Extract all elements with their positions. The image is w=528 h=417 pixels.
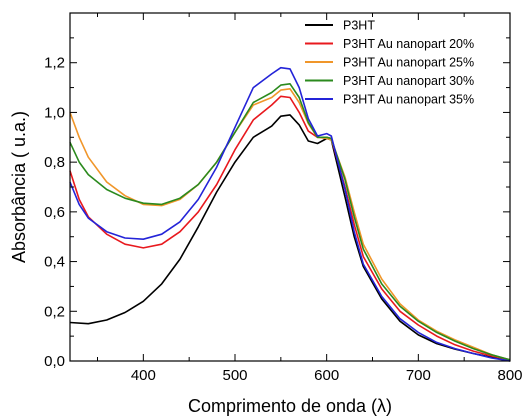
legend-label-1: P3HT Au nanopart 20% (343, 37, 474, 51)
y-tick-label: 1,0 (44, 104, 65, 121)
y-tick-label: 0,4 (44, 254, 65, 271)
x-tick-label: 700 (406, 367, 431, 384)
x-tick-label: 600 (314, 367, 339, 384)
legend-label-4: P3HT Au nanopart 35% (343, 93, 474, 107)
y-tick-label: 0,8 (44, 154, 65, 171)
legend: P3HT P3HT Au nanopart 20% P3HT Au nanopart… (305, 19, 474, 107)
series-layer (69, 66, 511, 362)
x-axis-title: Comprimento de onda (λ) (188, 396, 392, 416)
x-tick-label: 500 (222, 367, 247, 384)
y-tick-label: 0,2 (44, 303, 65, 320)
y-tick-label: 1,2 (44, 55, 65, 72)
x-tick-label: 400 (131, 367, 156, 384)
legend-label-0: P3HT (343, 19, 375, 33)
series-line-2 (69, 88, 511, 361)
ticks-layer: 400 500 600 700 800 0,0 0,2 0,4 0,6 0,8 1,0 1,2 (44, 13, 523, 384)
series-line-0 (69, 114, 511, 362)
legend-label-2: P3HT Au nanopart 25% (343, 56, 474, 70)
y-tick-label: 0,6 (44, 204, 65, 221)
y-axis-title: Absorbância ( u.a.) (9, 111, 29, 263)
x-tick-label: 800 (497, 367, 522, 384)
series-line-4 (69, 66, 511, 362)
legend-label-3: P3HT Au nanopart 30% (343, 74, 474, 88)
series-line-1 (69, 95, 511, 361)
y-tick-label: 0,0 (44, 353, 65, 370)
series-line-3 (69, 83, 511, 361)
